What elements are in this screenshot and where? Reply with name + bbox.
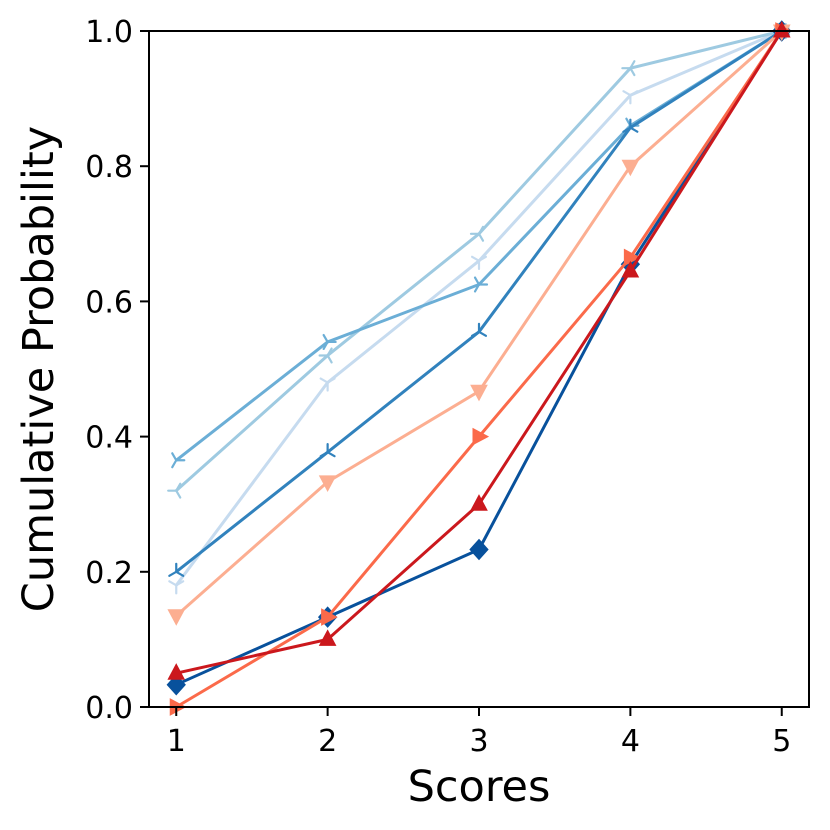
data-point [321,608,338,626]
y-axis-label: Cumulative Probability [14,126,64,612]
y-tick-label: 0.0 [85,691,133,726]
x-tick-label: 5 [772,724,791,759]
x-tick-label: 2 [318,724,337,759]
series-line [175,30,784,675]
data-point [322,333,337,350]
data-point [772,20,791,38]
data-point [167,609,186,626]
data-point [469,538,489,561]
data-point [318,475,337,492]
data-point [470,494,488,511]
data-point [171,452,186,469]
data-point [623,248,641,267]
data-point [168,562,185,577]
data-point [622,90,639,105]
series-line [175,30,783,709]
x-tick-label: 1 [167,724,186,759]
x-tick-label: 3 [469,724,488,759]
data-point [168,580,185,595]
series [166,20,792,696]
data-point [472,427,490,446]
x-tick-label: 4 [621,724,640,759]
data-point [621,60,636,77]
y-tick-label: 0.8 [85,150,133,185]
x-axis: 1 2 3 4 5 [167,707,791,759]
y-tick-label: 0.6 [85,285,133,320]
data-point [621,159,640,177]
series [171,22,791,469]
data-point [470,322,488,337]
data-point [167,482,182,499]
data-point [319,443,336,458]
y-axis: 0.0 0.2 0.4 0.6 0.8 1.0 [85,15,149,726]
data-point [621,260,640,278]
data-point [318,629,337,646]
data-point [469,225,485,242]
data-point [622,118,639,133]
data-point [470,384,488,402]
data-point [473,276,489,293]
data-point [318,347,333,364]
plot-frame [148,30,810,708]
x-axis-label: Scores [408,762,551,812]
y-tick-label: 1.0 [85,15,133,50]
plot-series [166,20,792,716]
y-tick-label: 0.2 [85,556,133,591]
data-point [470,255,488,270]
data-point [167,663,186,680]
data-point [319,377,336,392]
series [169,22,792,716]
y-tick-label: 0.4 [85,421,133,456]
series-line [175,30,784,687]
series [167,20,791,680]
